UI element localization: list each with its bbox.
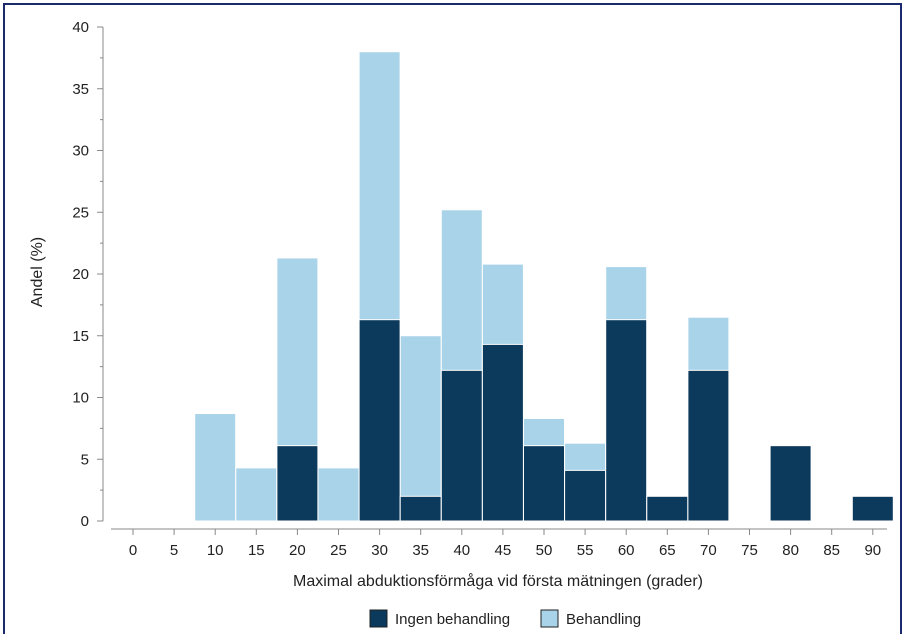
bar-ingen-behandling-40 (440, 369, 483, 522)
x-tick-label: 25 (330, 542, 347, 559)
x-tick-label: 65 (659, 542, 676, 559)
x-axis-title: Maximal abduktionsförmåga vid första mät… (293, 572, 703, 590)
legend-swatch-ingen (369, 609, 388, 628)
x-tick-label: 55 (577, 542, 594, 559)
y-tick-label: 25 (72, 204, 89, 221)
x-tick-label: 30 (371, 542, 388, 559)
x-tick-label: 15 (248, 542, 265, 559)
bar-ingen-behandling-60 (605, 319, 648, 522)
y-axis-title: Andel (%) (29, 237, 46, 307)
y-tick-label: 15 (72, 328, 89, 345)
legend-label-ingen: Ingen behandling (395, 611, 510, 628)
bar-behandling-25 (317, 467, 360, 522)
bar-behandling-15 (235, 467, 278, 522)
x-axis: 0 5 10 15 20 25 30 35 40 45 50 55 60 65 70 75 80 85 90 (111, 528, 887, 559)
x-tick-label: 85 (823, 542, 840, 559)
bar-ingen-behandling-65 (646, 495, 689, 522)
bars-group (194, 51, 894, 522)
bar-ingen-behandling-20 (276, 445, 319, 522)
x-tick-label: 60 (618, 542, 635, 559)
x-tick-label: 50 (536, 542, 553, 559)
bar-ingen-behandling-55 (564, 469, 607, 522)
y-tick-label: 35 (72, 81, 89, 98)
y-tick-label: 0 (81, 513, 89, 530)
y-tick-label: 30 (72, 143, 89, 160)
y-axis: 0 5 10 15 20 25 30 35 40 (72, 19, 104, 530)
bar-behandling-10 (194, 413, 237, 522)
bar-ingen-behandling-30 (358, 319, 401, 522)
bar-ingen-behandling-45 (481, 343, 524, 522)
y-tick-label: 40 (72, 19, 89, 36)
x-tick-label: 90 (864, 542, 881, 559)
bar-ingen-behandling-90 (851, 495, 894, 522)
x-tick-label: 10 (207, 542, 224, 559)
bar-behandling-35 (399, 335, 442, 522)
bar-ingen-behandling-35 (399, 495, 442, 522)
x-tick-label: 0 (129, 542, 137, 559)
bar-ingen-behandling-80 (769, 445, 812, 522)
x-tick-label: 35 (412, 542, 429, 559)
y-tick-label: 20 (72, 266, 89, 283)
bar-ingen-behandling-50 (523, 445, 565, 522)
x-tick-label: 40 (453, 542, 470, 559)
x-tick-label: 20 (289, 542, 306, 559)
chart-frame (3, 3, 902, 634)
bar-ingen-behandling-70 (687, 369, 730, 522)
x-tick-label: 5 (170, 542, 178, 559)
x-tick-label: 45 (495, 542, 512, 559)
x-tick-label: 80 (782, 542, 799, 559)
y-tick-label: 10 (72, 390, 89, 407)
x-tick-label: 75 (741, 542, 758, 559)
legend: Ingen behandling Behandling (369, 609, 641, 628)
x-tick-label: 70 (700, 542, 717, 559)
y-tick-label: 5 (81, 451, 89, 468)
legend-label-behandling: Behandling (566, 611, 641, 628)
legend-swatch-behandling (540, 609, 559, 628)
